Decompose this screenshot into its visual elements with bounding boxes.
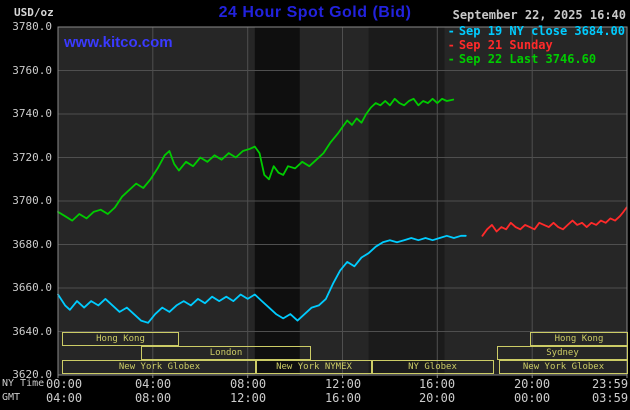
market-session-box: Hong Kong bbox=[62, 332, 179, 346]
y-axis-tick-label: 3660.0 bbox=[12, 281, 52, 294]
legend-dash-icon: - bbox=[447, 24, 455, 38]
ny-time-tick-label: 16:00 bbox=[418, 377, 456, 391]
y-axis-tick-label: 3720.0 bbox=[12, 151, 52, 164]
gmt-tick-label: 12:00 bbox=[229, 391, 267, 405]
y-axis-tick-label: 3780.0 bbox=[12, 20, 52, 33]
gmt-tick-label: 04:00 bbox=[45, 391, 83, 405]
y-axis-tick-label: 3640.0 bbox=[12, 325, 52, 338]
legend-label: Sep 21 Sunday bbox=[458, 38, 553, 52]
y-axis-tick-label: 3740.0 bbox=[12, 107, 52, 120]
market-session-box: London bbox=[141, 346, 311, 360]
y-axis-tick-label: 3700.0 bbox=[12, 194, 52, 207]
market-session-box: New York Globex bbox=[62, 360, 257, 374]
ny-time-tick-label: 20:00 bbox=[513, 377, 551, 391]
ny-time-tick-label: 08:00 bbox=[229, 377, 267, 391]
gmt-tick-label: 00:00 bbox=[513, 391, 551, 405]
legend-item-sep21-sunday: - Sep 21 Sunday bbox=[448, 38, 625, 52]
units-label: USD/oz bbox=[14, 6, 54, 19]
ny-time-tick-label: 23:59 bbox=[591, 377, 629, 391]
legend-label: Sep 19 NY close 3684.00 bbox=[458, 24, 625, 38]
datetime-label: September 22, 2025 16:40 bbox=[452, 8, 626, 22]
legend: - Sep 19 NY close 3684.00 - Sep 21 Sunday … bbox=[448, 24, 625, 66]
y-axis-tick-label: 3760.0 bbox=[12, 64, 52, 77]
market-session-box: New York Globex bbox=[499, 360, 628, 374]
market-session-box: NY Globex bbox=[371, 360, 494, 374]
market-session-box: Hong Kong bbox=[530, 332, 628, 346]
gmt-tick-label: 20:00 bbox=[418, 391, 456, 405]
gmt-tick-label: 16:00 bbox=[324, 391, 362, 405]
ny-time-tick-label: 00:00 bbox=[45, 377, 83, 391]
page-title: 24 Hour Spot Gold (Bid) bbox=[218, 4, 412, 21]
legend-label: Sep 22 Last 3746.60 bbox=[458, 52, 597, 66]
y-axis-tick-label: 3620.0 bbox=[12, 368, 52, 381]
legend-dash-icon: - bbox=[447, 38, 455, 52]
ny-time-tick-label: 04:00 bbox=[134, 377, 172, 391]
market-session-box: New York NYMEX bbox=[255, 360, 373, 374]
ny-time-axis-label: NY Time bbox=[2, 378, 45, 389]
gmt-tick-label: 08:00 bbox=[134, 391, 172, 405]
y-axis-tick-label: 3680.0 bbox=[12, 238, 52, 251]
legend-item-sep22-last: - Sep 22 Last 3746.60 bbox=[448, 52, 625, 66]
legend-item-sep19-close: - Sep 19 NY close 3684.00 bbox=[448, 24, 625, 38]
gmt-axis-label: GMT bbox=[2, 392, 21, 403]
kitco-watermark-link[interactable]: www.kitco.com bbox=[64, 34, 173, 51]
legend-dash-icon: - bbox=[447, 52, 455, 66]
market-session-box: Sydney bbox=[497, 346, 628, 360]
ny-time-tick-label: 12:00 bbox=[324, 377, 362, 391]
gmt-tick-label: 03:59 bbox=[591, 391, 629, 405]
